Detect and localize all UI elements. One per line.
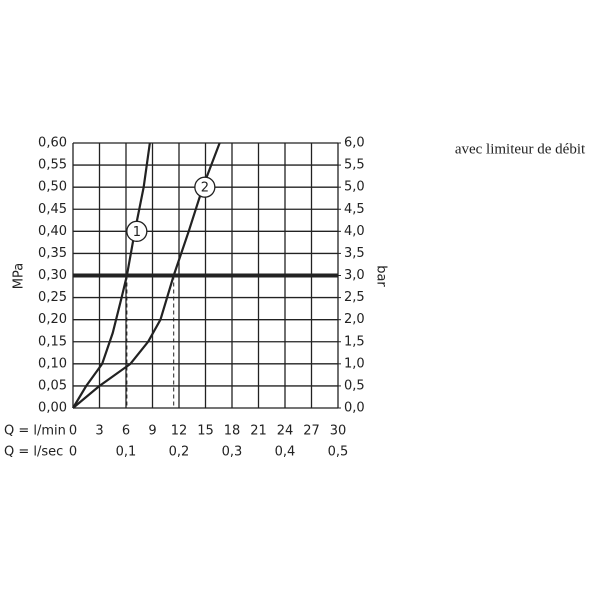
x-tick-label: 21: [250, 424, 267, 439]
x-tick-label: 18: [224, 424, 241, 439]
y-tick-label: 0,10: [38, 356, 67, 371]
y-tick-label: 0,40: [38, 224, 67, 239]
x2-tick-label: 0,5: [328, 445, 349, 460]
y-axis-label: MPa: [12, 263, 27, 289]
x-tick-label: 6: [122, 424, 130, 439]
y2-tick-label: 3,0: [344, 268, 365, 283]
x-tick-label: 15: [197, 424, 214, 439]
x-tick-label: 0: [69, 424, 77, 439]
y-tick-label: 0,25: [38, 290, 67, 305]
x-tick-label: 27: [303, 424, 320, 439]
x2-tick-label: 0,4: [275, 445, 296, 460]
y2-tick-label: 4,5: [344, 202, 365, 217]
series-label: 1: [133, 225, 141, 240]
y2-tick-label: 2,0: [344, 312, 365, 327]
y2-tick-label: 5,5: [344, 158, 365, 173]
y2-tick-label: 1,5: [344, 334, 365, 349]
y-tick-label: 0,05: [38, 378, 67, 393]
y-tick-label: 0,20: [38, 312, 67, 327]
series-marker: [194, 176, 216, 198]
y-tick-label: 0,45: [38, 202, 67, 217]
y-tick-label: 0,35: [38, 246, 67, 261]
series-line: [72, 142, 221, 409]
y-tick-label: 0,55: [38, 158, 67, 173]
series-line: [72, 142, 151, 409]
y2-tick-label: 6,0: [344, 136, 365, 151]
y2-axis-label: bar: [374, 265, 389, 287]
y2-tick-label: 5,0: [344, 180, 365, 195]
y2-tick-label: 1,0: [344, 356, 365, 371]
chart-title: avec limiteur de débit: [455, 141, 586, 157]
y-tick-label: 0,00: [38, 401, 67, 416]
y2-tick-label: 3,5: [344, 246, 365, 261]
x2-row-label: Q = l/sec: [4, 445, 63, 460]
x-row-label: Q = l/min: [4, 424, 66, 439]
x2-tick-label: 0,3: [222, 445, 243, 460]
x-tick-label: 9: [148, 424, 156, 439]
y-tick-label: 0,30: [38, 268, 67, 283]
y2-tick-label: 0,5: [344, 378, 365, 393]
y-tick-label: 0,60: [38, 136, 67, 151]
x-tick-label: 30: [330, 424, 347, 439]
x-tick-label: 3: [95, 424, 103, 439]
y-tick-label: 0,15: [38, 334, 67, 349]
x-tick-label: 12: [171, 424, 188, 439]
y2-tick-label: 0,0: [344, 401, 365, 416]
series-label: 2: [201, 181, 209, 196]
x2-tick-label: 0: [69, 445, 77, 460]
x2-tick-label: 0,1: [116, 445, 137, 460]
x-tick-label: 24: [277, 424, 294, 439]
x2-tick-label: 0,2: [169, 445, 190, 460]
y2-tick-label: 2,5: [344, 290, 365, 305]
series-marker: [126, 220, 148, 242]
y2-tick-label: 4,0: [344, 224, 365, 239]
y-tick-label: 0,50: [38, 180, 67, 195]
